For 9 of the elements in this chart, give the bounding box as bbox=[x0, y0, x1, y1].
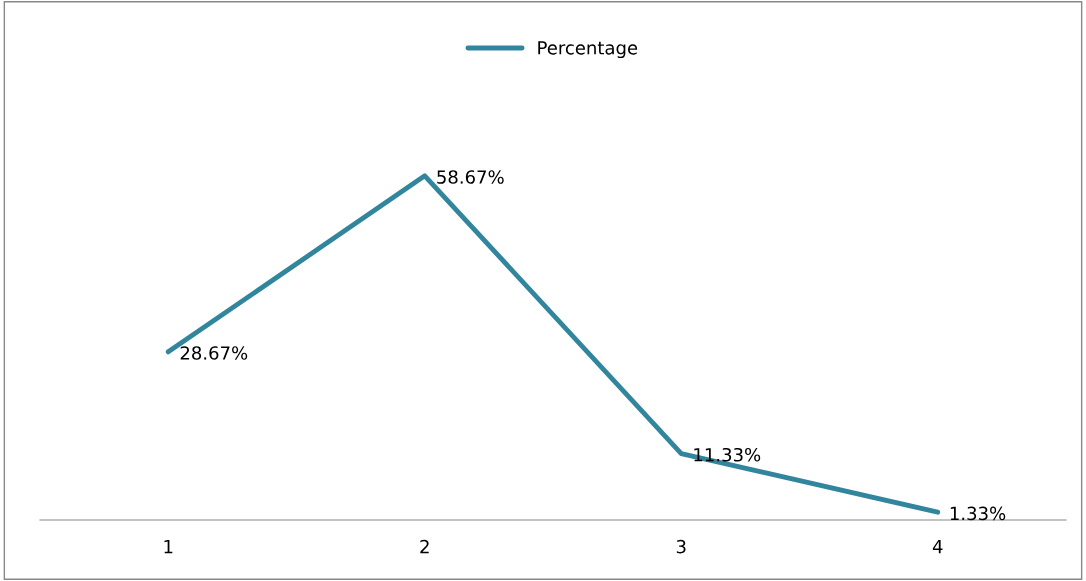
data-label: 11.33% bbox=[694, 447, 761, 462]
data-label: 58.67% bbox=[437, 170, 504, 184]
data-label: 28.67% bbox=[180, 346, 248, 360]
x-tick-label: 1 bbox=[164, 540, 173, 554]
data-label: 1.33% bbox=[950, 506, 1006, 521]
legend-label: Percentage bbox=[538, 41, 638, 59]
x-tick-label: 4 bbox=[932, 540, 943, 554]
x-tick-label: 3 bbox=[676, 539, 686, 554]
x-tick-label: 2 bbox=[420, 539, 429, 554]
